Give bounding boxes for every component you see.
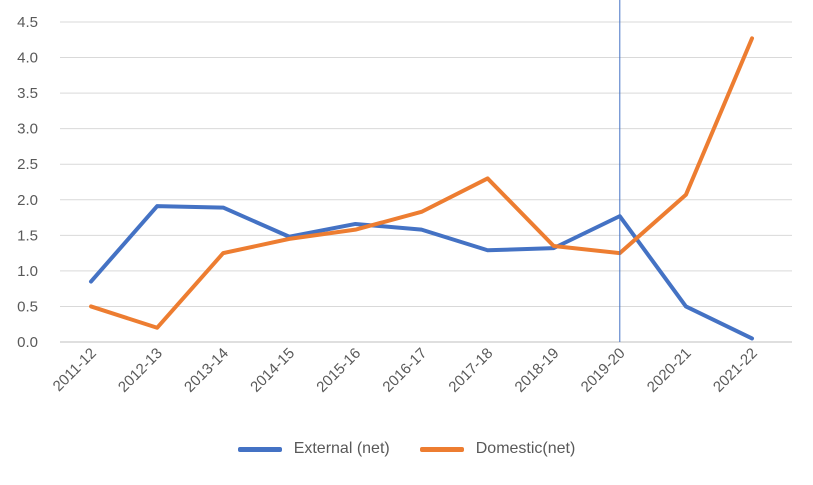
series-line-external <box>89 204 754 341</box>
x-tick-label: 2014-15 <box>247 345 298 396</box>
grid-lines <box>60 21 792 343</box>
y-tick-label: 0.0 <box>17 334 38 351</box>
y-tick-label: 1.5 <box>17 227 38 244</box>
x-tick-label: 2019-20 <box>578 345 629 396</box>
x-tick-label: 2017-18 <box>445 345 496 396</box>
legend-item-domestic: Domestic(net) <box>419 440 576 458</box>
y-axis: 0.0 0.5 1.0 1.5 2.0 2.5 3.0 3.5 4.0 4.5 <box>17 14 38 351</box>
y-tick-label: 4.0 <box>17 50 38 67</box>
y-tick-label: 4.5 <box>17 14 38 31</box>
y-tick-label: 0.5 <box>17 298 38 315</box>
x-tick-label: 2018-19 <box>512 345 563 396</box>
legend-item-external: External (net) <box>237 440 390 458</box>
line-chart: 0.00.51.01.52.02.53.03.54.04.5 2011-12 20… <box>17 0 792 396</box>
y-tick-label: 1.0 <box>17 263 38 280</box>
y-tick-label: 3.0 <box>17 121 38 138</box>
x-axis: 2011-12 2012-13 2013-14 2014-15 2015-16 2016-… <box>50 345 761 396</box>
legend-label-domestic: Domestic(net) <box>475 440 576 457</box>
legend-swatch-domestic <box>419 446 464 452</box>
x-tick-label: 2012-13 <box>115 345 166 396</box>
legend: External (net) Domestic(net) <box>0 440 813 458</box>
y-tick-label: 2.5 <box>17 156 38 173</box>
x-tick-label: 2013-14 <box>181 345 232 396</box>
y-tick-label: 2.0 <box>17 192 38 209</box>
x-tick-label: 2016-17 <box>379 345 430 396</box>
series-line-domestic <box>89 36 754 330</box>
x-tick-label: 2011-12 <box>50 345 100 395</box>
x-tick-label: 2020-21 <box>644 345 695 396</box>
legend-label-external: External (net) <box>293 440 390 457</box>
legend-swatch-external <box>237 446 282 452</box>
series-lines <box>89 36 754 341</box>
y-tick-label: 3.5 <box>17 85 38 102</box>
x-tick-label: 2015-16 <box>313 345 364 396</box>
x-tick-label: 2021-22 <box>710 345 761 396</box>
